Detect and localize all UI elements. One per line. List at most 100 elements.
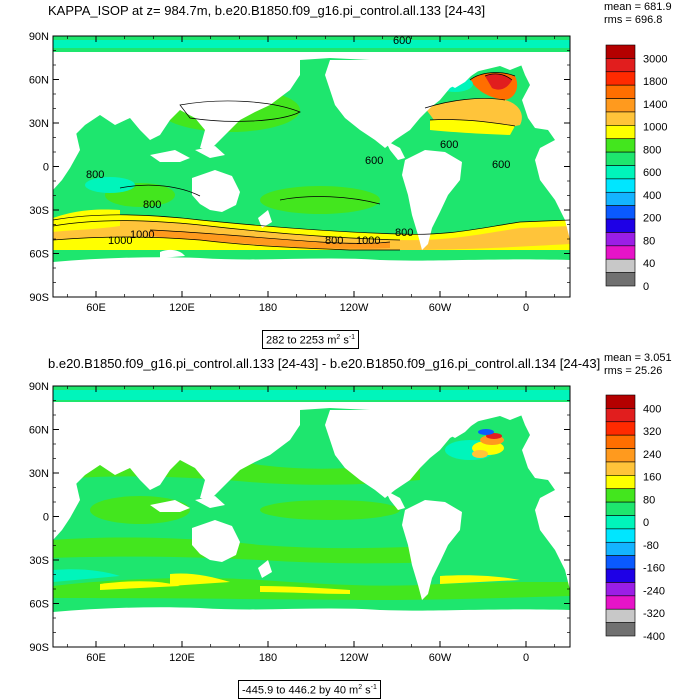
positive-band-south (53, 537, 440, 564)
colorbar-swatch (605, 434, 636, 449)
colorbar-swatch (605, 178, 636, 193)
colorbar-label: 400 (643, 190, 661, 202)
colorbar-label: 320 (643, 426, 661, 438)
colorbar-swatch (605, 488, 636, 503)
units-tail: s (365, 684, 371, 697)
lon-tick-label: 120W (340, 302, 369, 314)
contour-label-group: 800 600 600 600 800 800 1000 1000 800 10… (86, 35, 510, 247)
colorbar-swatch (605, 84, 636, 99)
acc-yellow (260, 586, 350, 594)
colorbar-swatch (605, 191, 636, 206)
lat-tick-label: 30N (29, 118, 49, 130)
mean-label: mean = 681.9 (604, 1, 672, 13)
lat-tick-label: 60N (29, 75, 49, 87)
colorbar-swatch (605, 138, 636, 153)
lat-tick-label: 60S (29, 599, 49, 611)
colorbar-swatch (605, 218, 636, 233)
mean-label: mean = 3.051 (604, 352, 672, 364)
arctic-band (53, 390, 570, 400)
units-exp: 2 (358, 684, 363, 691)
lon-tick-label: 60W (429, 302, 452, 314)
rms-label: rms = 25.26 (604, 365, 663, 377)
colorbar-swatch (605, 448, 636, 463)
panel-difference: b.e20.B1850.f09_g16.pi_control.all.133 [… (0, 350, 700, 700)
colorbar-label: 160 (643, 472, 661, 484)
lat-tick-label: 90N (29, 381, 49, 393)
lon-tick-label: 0 (523, 302, 529, 314)
indian-cyan (85, 177, 135, 193)
lat-tick-label: 30S (29, 205, 49, 217)
gulfstream-yellow (430, 119, 515, 135)
range-label: -445.9 to 446.2 by 40 m2 s-1 (238, 680, 381, 699)
map-plot: 90N 60N 30N 0 30S 60S 90S 60E 120E 180 120W 60W 0 40… (29, 381, 665, 664)
lat-tick-label: 90S (29, 292, 49, 304)
colorbar-swatch (605, 555, 636, 570)
colorbar-swatch (605, 165, 636, 180)
contour-label: 800 (143, 199, 161, 211)
range-text: -445.9 to 446.2 by 40 (242, 684, 346, 697)
lat-tick-label: 60N (29, 425, 49, 437)
colorbar-swatch (605, 515, 636, 530)
colorbar-swatch (605, 71, 636, 86)
colorbar-label: 1000 (643, 122, 667, 134)
colorbar-label: 240 (643, 449, 661, 461)
colorbar-swatch (605, 111, 636, 126)
colorbar-swatch (605, 595, 636, 610)
lat-tick-label: 30N (29, 468, 49, 480)
negative-patch (53, 569, 120, 582)
stats-block: mean = 681.9 rms = 696.8 (604, 1, 672, 27)
map-plot: 800 600 600 600 800 800 1000 1000 800 10… (29, 31, 668, 314)
contour-label: 600 (440, 139, 458, 151)
acc-band-orange (53, 220, 570, 250)
colorbar-label: 3000 (643, 53, 667, 65)
spacific-patch (260, 186, 380, 214)
landmasses (53, 402, 570, 647)
contour-label: 600 (492, 159, 510, 171)
lat-tick-label: 30S (29, 555, 49, 567)
colorbar-swatch (605, 568, 636, 583)
acc-yellow (100, 581, 180, 590)
colorbar-label: 1400 (643, 99, 667, 111)
panel-kappa-isop: KAPPA_ISOP at z= 984.7m, b.e20.B1850.f09… (29, 1, 672, 349)
colorbar-swatch (605, 98, 636, 113)
contour-label: 1000 (356, 235, 380, 247)
contour-lines (53, 72, 570, 251)
colorbar-swatch (605, 44, 636, 59)
contour-label: 600 (393, 35, 411, 47)
colorbar-label: 40 (643, 258, 655, 270)
axes: 90N 60N 30N 0 30S 60S 90S 60E 120E 180 120W 60W 0 (29, 31, 570, 314)
lon-tick-label: 0 (523, 652, 529, 664)
colorbar-label: -320 (643, 608, 665, 620)
colorbar-swatch (605, 151, 636, 166)
dipole-gold (472, 450, 488, 458)
lon-tick-label: 180 (259, 302, 277, 314)
colorbar-label: 200 (643, 213, 661, 225)
colorbar-swatch (605, 582, 636, 597)
colorbar-label: 0 (643, 517, 649, 529)
contour-label: 1000 (108, 235, 132, 247)
colorbar-label: -400 (643, 631, 665, 643)
colorbar-swatch (605, 245, 636, 260)
lon-tick-label: 120W (340, 652, 369, 664)
contour-label: 800 (86, 169, 104, 181)
stats-block: mean = 3.051 rms = 25.26 (604, 352, 672, 378)
contour-label: 800 (395, 227, 413, 239)
colorbar: 400 320 240 160 80 0 -80 -160 -240 -320 -400 (605, 394, 665, 643)
colorbar-label: 80 (643, 494, 655, 506)
range-label: 282 to 2253 m2 s-1 (262, 330, 360, 349)
colorbar-label: 80 (643, 235, 655, 247)
colorbar-swatch (605, 461, 636, 476)
units-exp: 2 (336, 334, 341, 341)
positive-patch (260, 500, 400, 520)
lon-tick-label: 60E (86, 652, 106, 664)
contour-label: 600 (365, 155, 383, 167)
units-text: m (349, 684, 359, 697)
units-tail-exp: -1 (370, 684, 377, 691)
colorbar-swatch (605, 272, 636, 287)
lat-tick-label: 60S (29, 249, 49, 261)
contour-label: 1000 (130, 229, 154, 241)
colorbar-swatch (605, 622, 636, 637)
colorbar-swatch (605, 258, 636, 273)
colorbar-swatch (605, 408, 636, 423)
